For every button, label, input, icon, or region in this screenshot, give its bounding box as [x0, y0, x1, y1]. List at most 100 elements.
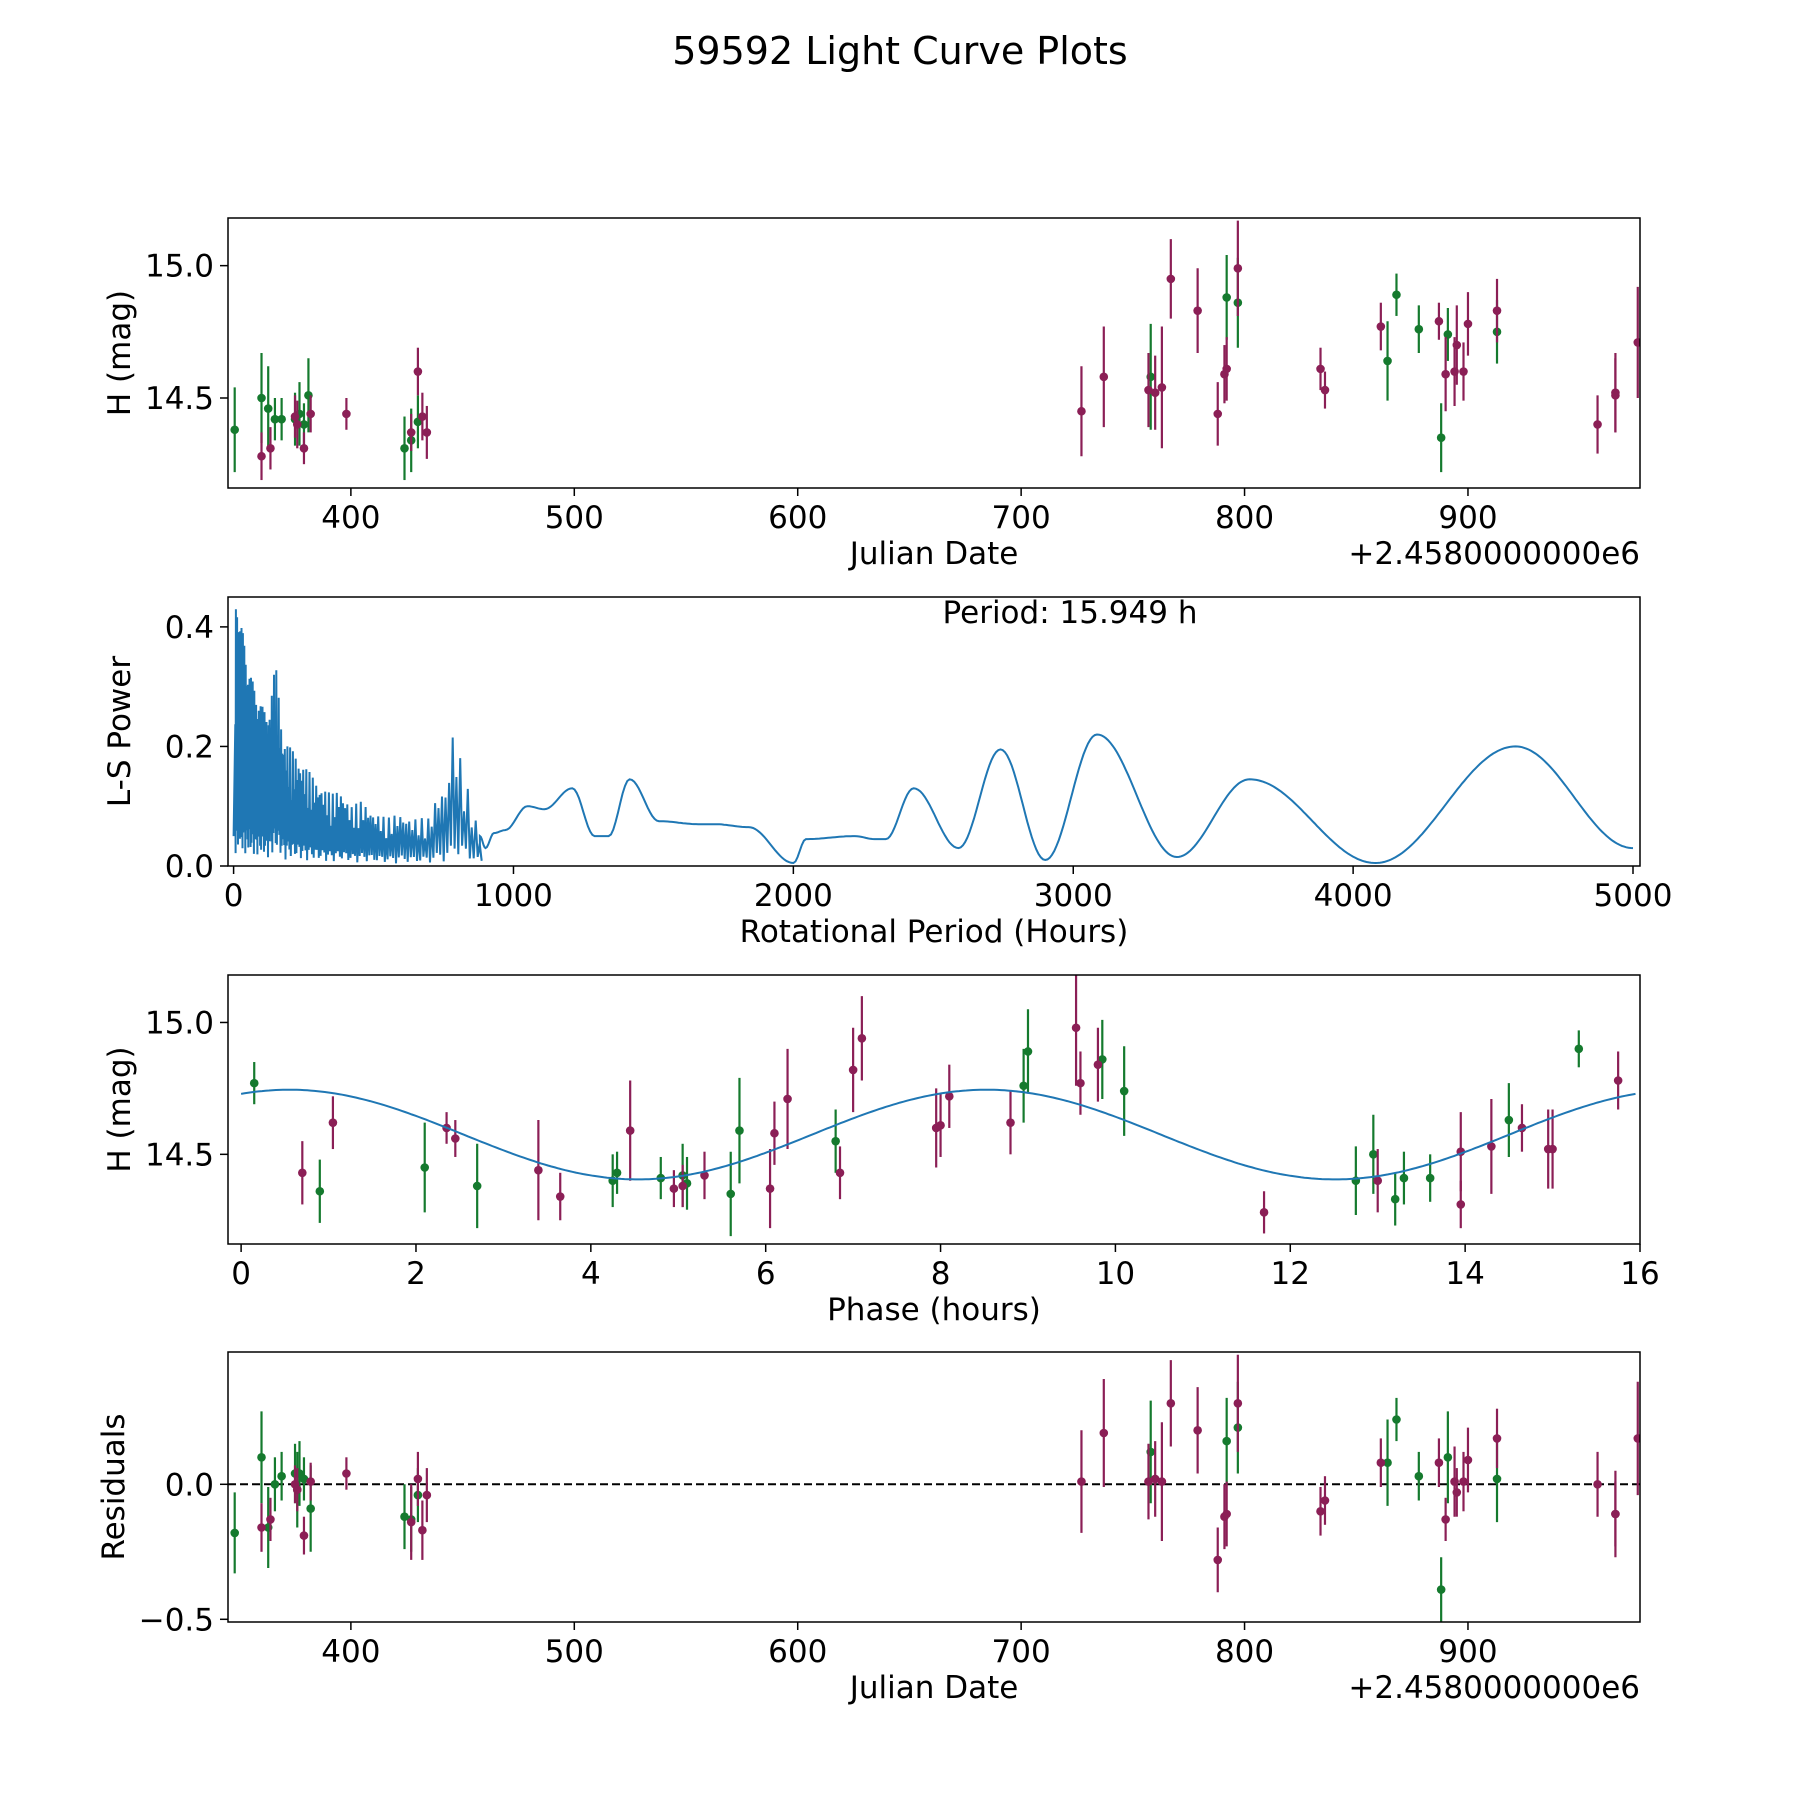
data-point-magenta	[422, 405, 432, 459]
data-point-green	[1436, 1557, 1446, 1622]
data-point-green	[612, 1151, 622, 1194]
data-point-green	[1119, 1046, 1129, 1136]
data-point-green	[263, 366, 273, 451]
data-point-magenta	[1373, 1149, 1383, 1213]
data-point-magenta	[1441, 1497, 1450, 1541]
data-point-magenta	[1452, 1468, 1462, 1517]
data-point-magenta	[1099, 326, 1109, 428]
data-point-magenta	[1166, 239, 1176, 319]
data-point-green	[1399, 1151, 1409, 1205]
x-offset-text: +2.4580000000e6	[1348, 536, 1640, 572]
x-offset-text: +2.4580000000e6	[1348, 1670, 1640, 1706]
data-point-magenta	[1611, 1481, 1620, 1547]
data-point-magenta	[1459, 1451, 1468, 1512]
data-point-magenta	[1548, 1109, 1557, 1189]
x-tick-label: 500	[545, 1634, 604, 1670]
y-tick-label: 14.5	[145, 381, 214, 417]
data-point-magenta	[1144, 353, 1153, 428]
data-point-magenta	[534, 1120, 543, 1221]
data-point-magenta	[1166, 1360, 1176, 1447]
data-point-green	[1023, 1009, 1033, 1094]
data-point-magenta	[266, 1497, 275, 1541]
data-point-magenta	[1376, 302, 1386, 351]
phased-axes-frame	[227, 974, 1641, 1245]
data-point-green	[277, 398, 286, 441]
data-point-green	[1425, 1154, 1435, 1202]
data-point-green	[735, 1077, 744, 1184]
data-point-magenta	[1463, 292, 1473, 356]
data-point-magenta	[678, 1164, 687, 1208]
x-tick-label: 12	[1271, 1256, 1310, 1292]
x-tick-label: 500	[545, 500, 604, 536]
data-point-magenta	[765, 1149, 775, 1229]
data-point-magenta	[1633, 1381, 1640, 1496]
data-point-magenta	[413, 347, 423, 396]
data-point-magenta	[299, 1516, 309, 1555]
data-point-magenta	[1492, 1408, 1502, 1469]
phased-plot-area	[240, 975, 1636, 1237]
x-axis-label: Julian Date	[848, 1670, 1019, 1706]
x-tick-label: 14	[1445, 1256, 1484, 1292]
x-tick-label: 6	[756, 1256, 776, 1292]
data-point-green	[400, 1484, 409, 1550]
data-point-green	[230, 387, 240, 473]
data-point-magenta	[1441, 337, 1450, 412]
x-tick-label: 700	[992, 500, 1051, 536]
data-point-magenta	[783, 1048, 792, 1150]
data-point-magenta	[835, 1146, 845, 1200]
x-axis-label: Rotational Period (Hours)	[740, 914, 1129, 950]
data-point-magenta	[1213, 1527, 1223, 1593]
data-point-green	[249, 1062, 259, 1105]
data-point-magenta	[857, 996, 867, 1081]
data-point-magenta	[1233, 220, 1243, 316]
periodogram-panel: Period: 15.949 h 0 1000 2000 3000 4000 5000 0.0…	[102, 595, 1672, 950]
data-point-magenta	[1492, 278, 1502, 343]
data-point-green	[1392, 273, 1401, 316]
x-axis-label: Phase (hours)	[827, 1292, 1041, 1328]
data-point-green	[1222, 1397, 1231, 1485]
data-point-magenta	[770, 1101, 779, 1165]
data-point-magenta	[342, 1457, 351, 1490]
data-point-magenta	[625, 1080, 635, 1181]
x-tick-label: 2	[406, 1256, 426, 1292]
y-tick-label: 0.0	[165, 849, 214, 885]
x-tick-label: 8	[931, 1256, 951, 1292]
data-point-green	[1098, 1019, 1107, 1099]
data-point-magenta	[1376, 1438, 1386, 1487]
x-tick-label: 4000	[1314, 878, 1393, 914]
period-annotation: Period: 15.949 h	[943, 595, 1198, 631]
data-point-green	[257, 1411, 266, 1504]
x-axis-label: Julian Date	[848, 536, 1019, 572]
data-point-green	[1414, 305, 1424, 353]
data-point-green	[1436, 403, 1446, 473]
y-tick-label: 0.0	[165, 1467, 214, 1503]
y-axis-label: H (mag)	[102, 290, 138, 416]
data-point-magenta	[1316, 1487, 1325, 1536]
data-point-magenta	[406, 413, 416, 451]
data-point-magenta	[1320, 371, 1330, 409]
figure-title: 59592 Light Curve Plots	[672, 29, 1127, 73]
data-point-green	[1383, 321, 1392, 401]
data-point-magenta	[306, 395, 315, 433]
data-point-green	[270, 398, 280, 441]
y-axis-label: Residuals	[96, 1413, 132, 1560]
y-tick-label: 14.5	[145, 1137, 214, 1173]
x-tick-label: 16	[1620, 1256, 1659, 1292]
periodogram-axes-frame	[227, 596, 1641, 867]
x-tick-label: 800	[1215, 500, 1274, 536]
data-point-magenta	[1233, 1354, 1243, 1452]
x-tick-label: 900	[1438, 500, 1497, 536]
data-point-magenta	[1259, 1191, 1269, 1234]
y-tick-label: 0.2	[165, 729, 214, 765]
data-point-magenta	[936, 1093, 945, 1157]
data-point-magenta	[1320, 1476, 1330, 1525]
data-point-magenta	[1093, 1027, 1103, 1102]
x-tick-label: 1000	[474, 878, 553, 914]
data-point-green	[1392, 1397, 1401, 1442]
residuals-plot-area	[228, 1354, 1640, 1622]
data-point-magenta	[451, 1120, 460, 1157]
x-tick-label: 4	[581, 1256, 601, 1292]
data-point-magenta	[1593, 1451, 1602, 1517]
y-axis-label: H (mag)	[102, 1046, 138, 1172]
